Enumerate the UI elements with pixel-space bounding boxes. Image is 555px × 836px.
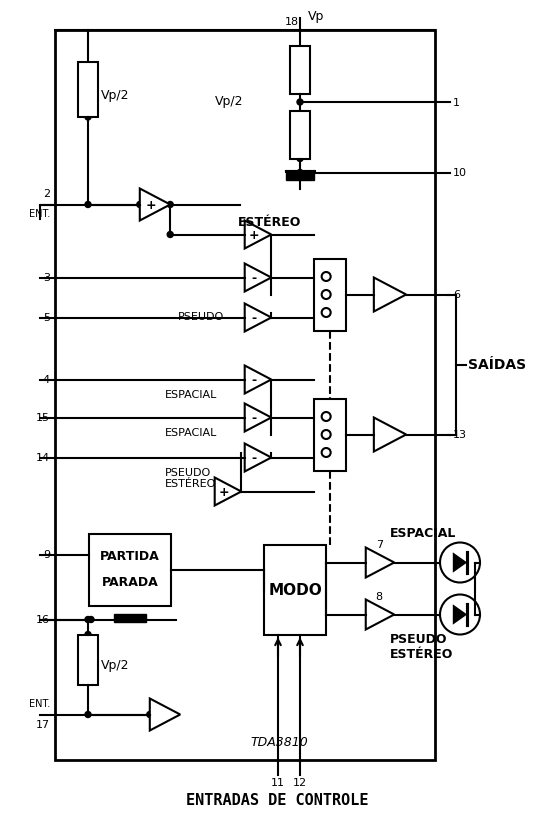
Circle shape [472,612,478,618]
Circle shape [85,617,91,623]
Text: TDA3810: TDA3810 [250,735,308,748]
Text: 2: 2 [43,189,50,199]
Bar [290,47,310,94]
Circle shape [85,115,91,121]
Text: PSEUDO
ESTÉREO: PSEUDO ESTÉREO [390,633,453,660]
Circle shape [297,171,303,176]
Polygon shape [366,548,394,578]
Text: -: - [251,451,256,465]
Text: ENTRADAS DE CONTROLE: ENTRADAS DE CONTROLE [186,792,369,807]
Text: 15: 15 [36,413,50,423]
Polygon shape [453,553,467,573]
Text: Vp/2: Vp/2 [101,658,129,671]
Text: -: - [251,312,256,324]
Text: 10: 10 [453,168,467,178]
Text: 5: 5 [43,314,50,323]
Bar [314,399,346,471]
Text: ESTÉREO: ESTÉREO [165,479,216,489]
Circle shape [440,543,480,583]
Bar [55,30,435,760]
Text: 1: 1 [453,98,460,108]
Circle shape [167,202,173,208]
Polygon shape [374,278,406,312]
Text: Vp: Vp [308,10,324,23]
Polygon shape [366,599,394,630]
Circle shape [297,99,303,106]
Circle shape [297,156,303,162]
Text: 8: 8 [376,592,383,602]
Bar [89,534,171,606]
Text: 18: 18 [285,18,299,28]
Polygon shape [245,304,271,332]
Text: ESTÉREO: ESTÉREO [238,216,301,229]
Circle shape [137,202,143,208]
Polygon shape [140,189,170,222]
Text: -: - [251,411,256,425]
Text: 6: 6 [453,290,460,300]
Text: +: + [249,229,259,242]
Text: 16: 16 [36,614,50,624]
Circle shape [85,632,91,638]
Text: 3: 3 [43,273,50,283]
Text: PSEUDO: PSEUDO [165,468,211,478]
Text: +: + [219,486,229,498]
Text: ENT.: ENT. [29,209,50,219]
Text: -: - [251,272,256,285]
Text: MODO: MODO [268,583,322,597]
Polygon shape [245,264,271,292]
Text: PSEUDO: PSEUDO [178,312,224,322]
Bar [264,545,326,635]
Text: ESPACIAL: ESPACIAL [165,390,218,400]
Polygon shape [215,478,241,506]
Text: PARTIDA: PARTIDA [100,549,160,563]
Circle shape [88,617,94,623]
Text: 9: 9 [43,550,50,560]
Text: 4: 4 [43,375,50,385]
Text: Vp/2: Vp/2 [101,89,129,102]
Text: -: - [251,374,256,386]
Circle shape [167,232,173,238]
Polygon shape [245,366,271,394]
Circle shape [440,594,480,635]
Bar [290,111,310,160]
Text: ESPACIAL: ESPACIAL [165,428,218,438]
Text: SAÍDAS: SAÍDAS [468,358,526,372]
Polygon shape [150,699,180,731]
Text: 11: 11 [271,777,285,788]
Bar [286,173,314,181]
Circle shape [85,202,91,208]
Circle shape [147,711,153,717]
Text: +: + [145,199,157,212]
Text: ESPACIAL: ESPACIAL [390,527,456,539]
Bar [78,63,98,118]
Polygon shape [453,604,467,625]
Text: 14: 14 [36,453,50,463]
Polygon shape [245,444,271,472]
Text: Vp/2: Vp/2 [215,95,244,109]
Polygon shape [245,222,271,249]
Text: 12: 12 [293,777,307,788]
Text: 17: 17 [36,720,50,730]
Bar [114,614,146,622]
Text: 7: 7 [376,540,383,550]
Polygon shape [245,404,271,432]
Circle shape [85,711,91,717]
Polygon shape [374,418,406,452]
Text: 13: 13 [453,430,467,440]
Bar [78,635,98,685]
Text: ENT.: ENT. [29,699,50,709]
Text: PARADA: PARADA [102,575,158,589]
Bar [314,259,346,331]
